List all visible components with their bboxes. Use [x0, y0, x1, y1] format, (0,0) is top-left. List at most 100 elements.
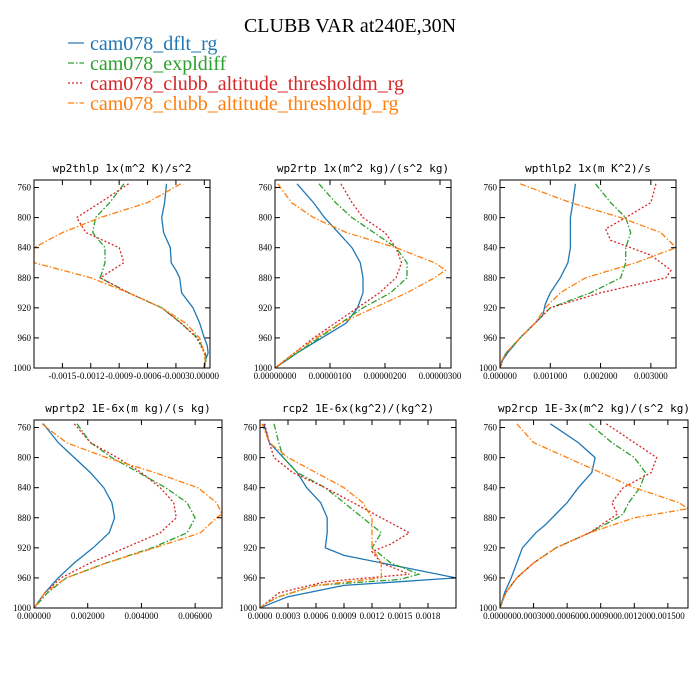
ytick-label-5-1: 800: [484, 453, 498, 463]
series-line-4-3: [260, 423, 382, 608]
panel-0: wp2thlp 1x(m^2 K)/s^2 760 800 840 880 920 960 1…: [13, 162, 219, 381]
ytick-label-4-3: 880: [244, 513, 258, 523]
xtick-label-5-5: 0.001500: [651, 611, 685, 621]
series-line-1-0: [275, 183, 364, 368]
series-line-3-3: [34, 423, 222, 608]
series-line-1-2: [275, 183, 403, 368]
series-line-2-0: [500, 183, 577, 368]
series-line-4-1: [260, 423, 421, 608]
ytick-label-4-4: 920: [244, 543, 258, 553]
xtick-label-2-3: 0.003000: [634, 371, 668, 381]
panel-title-5: wp2rcp 1E-3x(m^2 kg)/(s^2 kg): [498, 402, 690, 415]
xtick-label-1-1: 0.00000100: [309, 371, 352, 381]
ytick-label-2-1: 800: [484, 213, 498, 223]
xtick-label-0-3: -0.0006: [134, 371, 162, 381]
panel-title-1: wp2rtp 1x(m^2 kg)/(s^2 kg): [277, 162, 449, 175]
ytick-label-3-5: 960: [18, 573, 32, 583]
legend-label-2: cam078_clubb_altitude_thresholdm_rg: [90, 73, 404, 95]
xtick-label-2-0: 0.000000: [483, 371, 517, 381]
plot-frame-2: [499, 179, 677, 369]
xtick-label-3-2: 0.004000: [125, 611, 159, 621]
ytick-label-3-3: 880: [18, 513, 32, 523]
ytick-label-3-0: 760: [18, 423, 32, 433]
ytick-label-4-0: 760: [244, 423, 258, 433]
series-line-2-2: [500, 183, 672, 368]
panel-3: wprtp2 1E-6x(m kg)/(s kg) 760 800 840 880 920…: [13, 402, 223, 621]
ytick-label-1-4: 920: [259, 303, 273, 313]
series-line-3-0: [34, 423, 116, 608]
panel-title-3: wprtp2 1E-6x(m kg)/(s kg): [45, 402, 211, 415]
xtick-label-0-1: -0.0012: [77, 371, 105, 381]
xtick-label-3-1: 0.002000: [71, 611, 105, 621]
panel-title-4: rcp2 1E-6x(kg^2)/(kg^2): [282, 402, 434, 415]
ytick-label-0-2: 840: [18, 243, 32, 253]
panel-title-2: wpthlp2 1x(m K^2)/s: [525, 162, 651, 175]
xtick-label-3-3: 0.006000: [178, 611, 212, 621]
xtick-label-0-5: 0.00000: [190, 371, 220, 381]
plot-frame-3: [33, 419, 223, 609]
xtick-label-5-2: 0.000600: [550, 611, 584, 621]
ytick-label-5-5: 960: [484, 573, 498, 583]
panel-title-0: wp2thlp 1x(m^2 K)/s^2: [52, 162, 191, 175]
xtick-label-4-6: 0.0018: [416, 611, 441, 621]
xtick-label-2-2: 0.002000: [584, 371, 618, 381]
ytick-label-0-1: 800: [18, 213, 32, 223]
ytick-label-2-4: 920: [484, 303, 498, 313]
xtick-label-3-0: 0.000000: [17, 611, 51, 621]
series-line-0-1: [92, 183, 207, 368]
xtick-label-1-2: 0.00000200: [364, 371, 407, 381]
legend: cam078_dflt_rgcam078_expldiffcam078_club…: [68, 33, 404, 115]
ytick-label-0-0: 760: [18, 183, 32, 193]
xtick-label-5-4: 0.001200: [617, 611, 651, 621]
ytick-label-3-2: 840: [18, 483, 32, 493]
ytick-label-0-5: 960: [18, 333, 32, 343]
series-line-1-3: [275, 183, 447, 368]
series-line-4-2: [260, 423, 411, 608]
series-line-5-0: [500, 423, 596, 608]
panel-4: rcp2 1E-6x(kg^2)/(kg^2) 760 800 840 880 920 96…: [239, 402, 457, 621]
series-line-2-3: [500, 183, 676, 368]
panel-5: wp2rcp 1E-3x(m^2 kg)/(s^2 kg)760 800 840 88…: [479, 402, 690, 621]
ytick-label-1-1: 800: [259, 213, 273, 223]
ytick-label-1-2: 840: [259, 243, 273, 253]
series-line-4-0: [260, 423, 456, 608]
plot-frame-5: [499, 419, 689, 609]
ytick-label-2-5: 960: [484, 333, 498, 343]
ytick-label-3-6: 1000: [13, 603, 32, 613]
xtick-label-0-0: -0.0015: [49, 371, 77, 381]
plot-frame-0: [33, 179, 211, 369]
xtick-label-5-3: 0.000900: [584, 611, 618, 621]
series-line-0-2: [75, 183, 206, 368]
legend-label-3: cam078_clubb_altitude_thresholdp_rg: [90, 93, 398, 115]
ytick-label-0-4: 920: [18, 303, 32, 313]
xtick-label-1-0: 0.00000000: [254, 371, 297, 381]
series-line-0-0: [161, 183, 209, 368]
ytick-label-4-6: 1000: [239, 603, 258, 613]
series-line-0-3: [34, 183, 206, 368]
ytick-label-4-5: 960: [244, 573, 258, 583]
ytick-label-5-0: 760: [484, 423, 498, 433]
plot-frame-4: [259, 419, 457, 609]
xtick-label-0-2: -0.0009: [105, 371, 133, 381]
xtick-label-2-1: 0.001000: [533, 371, 567, 381]
ytick-label-3-1: 800: [18, 453, 32, 463]
xtick-label-4-5: 0.0015: [388, 611, 413, 621]
panel-2: wpthlp2 1x(m K^2)/s 760 800 840 880 920 960 100…: [479, 162, 677, 381]
xtick-label-5-1: 0.000300: [517, 611, 551, 621]
ytick-label-5-6: 1000: [479, 603, 498, 613]
xtick-label-4-2: 0.0006: [304, 611, 329, 621]
series-line-5-2: [500, 423, 658, 608]
panels: wp2thlp 1x(m^2 K)/s^2 760 800 840 880 920 960 1…: [13, 162, 690, 621]
xtick-label-4-0: 0.0000: [248, 611, 273, 621]
ytick-label-1-3: 880: [259, 273, 273, 283]
ytick-label-3-4: 920: [18, 543, 32, 553]
legend-label-1: cam078_expldiff: [90, 53, 227, 75]
ytick-label-2-3: 880: [484, 273, 498, 283]
xtick-label-1-3: 0.00000300: [419, 371, 462, 381]
ytick-label-4-2: 840: [244, 483, 258, 493]
xtick-label-4-4: 0.0012: [360, 611, 385, 621]
series-line-1-1: [275, 183, 408, 368]
ytick-label-1-6: 1000: [254, 363, 273, 373]
series-line-2-1: [500, 183, 632, 368]
